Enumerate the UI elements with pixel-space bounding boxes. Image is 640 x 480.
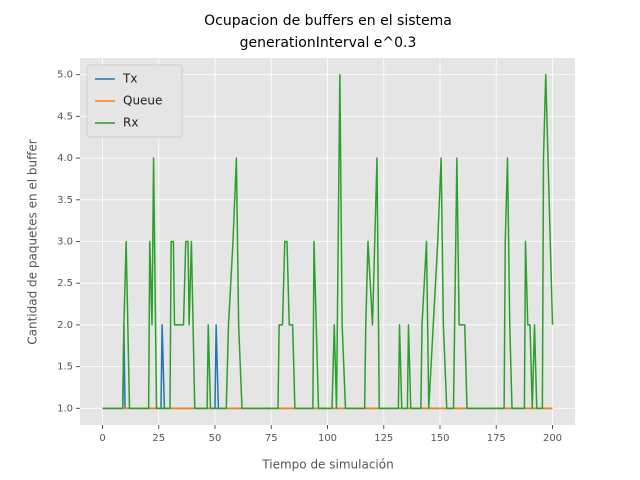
legend-label: Tx — [122, 72, 137, 86]
legend: Tx Queue Rx — [86, 64, 183, 138]
y-tick-label: 2.0 — [57, 320, 73, 331]
x-tick-label: 0 — [99, 433, 105, 444]
legend-label: Queue — [123, 94, 162, 108]
x-tick-label: 125 — [374, 433, 393, 444]
y-tick-label: 3.0 — [57, 237, 73, 248]
legend-label: Rx — [123, 116, 138, 130]
y-tick-label: 4.0 — [57, 153, 73, 164]
x-tick-label: 175 — [487, 433, 506, 444]
legend-box — [86, 64, 183, 138]
y-tick-label: 5.0 — [57, 70, 73, 81]
marks — [102, 73, 554, 410]
y-tick-label: 1.5 — [57, 362, 73, 373]
x-axis-label: Tiempo de simulación — [261, 458, 393, 472]
x-tick-label: 200 — [543, 433, 562, 444]
chart-title: Ocupacion de buffers en el sistema — [204, 13, 452, 29]
y-tick-label: 2.5 — [57, 278, 73, 289]
x-tick-label: 100 — [318, 433, 337, 444]
y-tick-label: 1.0 — [57, 403, 73, 414]
y-tick-label: 3.5 — [57, 195, 73, 206]
chart-title: generationInterval e^0.3 — [240, 35, 417, 51]
x-tick-label: 50 — [209, 433, 222, 444]
x-tick-label: 75 — [265, 433, 278, 444]
x-tick-label: 25 — [152, 433, 165, 444]
labels: 0 25 50 75 100 125 150 175 200 1.0 1.5 2.0 2.5 3.0 3.5… — [57, 64, 562, 444]
y-axis-label: Cantidad de paquetes en el buffer — [26, 139, 40, 345]
y-tick-label: 4.5 — [57, 111, 73, 122]
series-line — [102, 73, 554, 410]
x-tick-label: 150 — [430, 433, 449, 444]
